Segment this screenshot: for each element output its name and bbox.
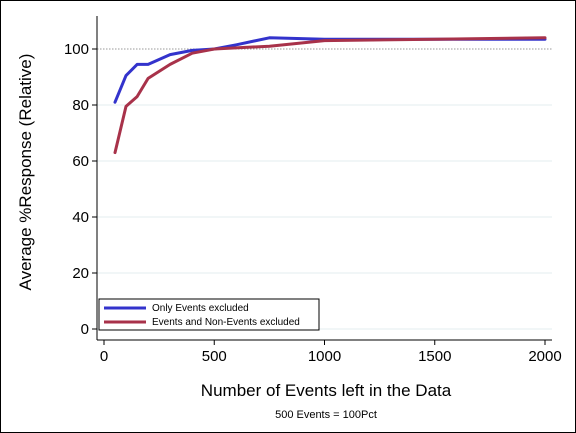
y-tick-label-100: 100 [64,41,89,58]
y-tick-label-80: 80 [72,97,89,114]
series-lines [113,36,547,155]
x-tick-label-1000: 1000 [308,348,341,365]
x-tick-label-1500: 1500 [418,348,451,365]
x-axis-ticks: 0 500 1000 1500 2000 [100,340,562,365]
y-tick-label-20: 20 [72,265,89,282]
x-tick-label-500: 500 [202,348,227,365]
x-tick-label-0: 0 [100,348,108,365]
legend-box [98,298,320,331]
legend-label-events-and-non-events: Events and Non-Events excluded [152,317,300,328]
y-axis-title: Average %Response (Relative) [16,54,35,291]
y-tick-label-0: 0 [81,321,89,338]
chart-note: 500 Events = 100Pct [275,409,377,421]
series-line-0 [113,36,547,104]
legend-label-only-events: Only Events excluded [152,303,249,314]
series-line-1 [113,36,547,155]
y-tick-label-40: 40 [72,209,89,226]
y-tick-label-60: 60 [72,153,89,170]
legend: Only Events excluded Events and Non-Even… [98,298,320,331]
gridlines [97,104,552,330]
y-axis-ticks: 0 20 40 60 80 100 [64,41,97,338]
x-tick-label-2000: 2000 [528,348,561,365]
x-axis-title: Number of Events left in the Data [201,381,452,400]
